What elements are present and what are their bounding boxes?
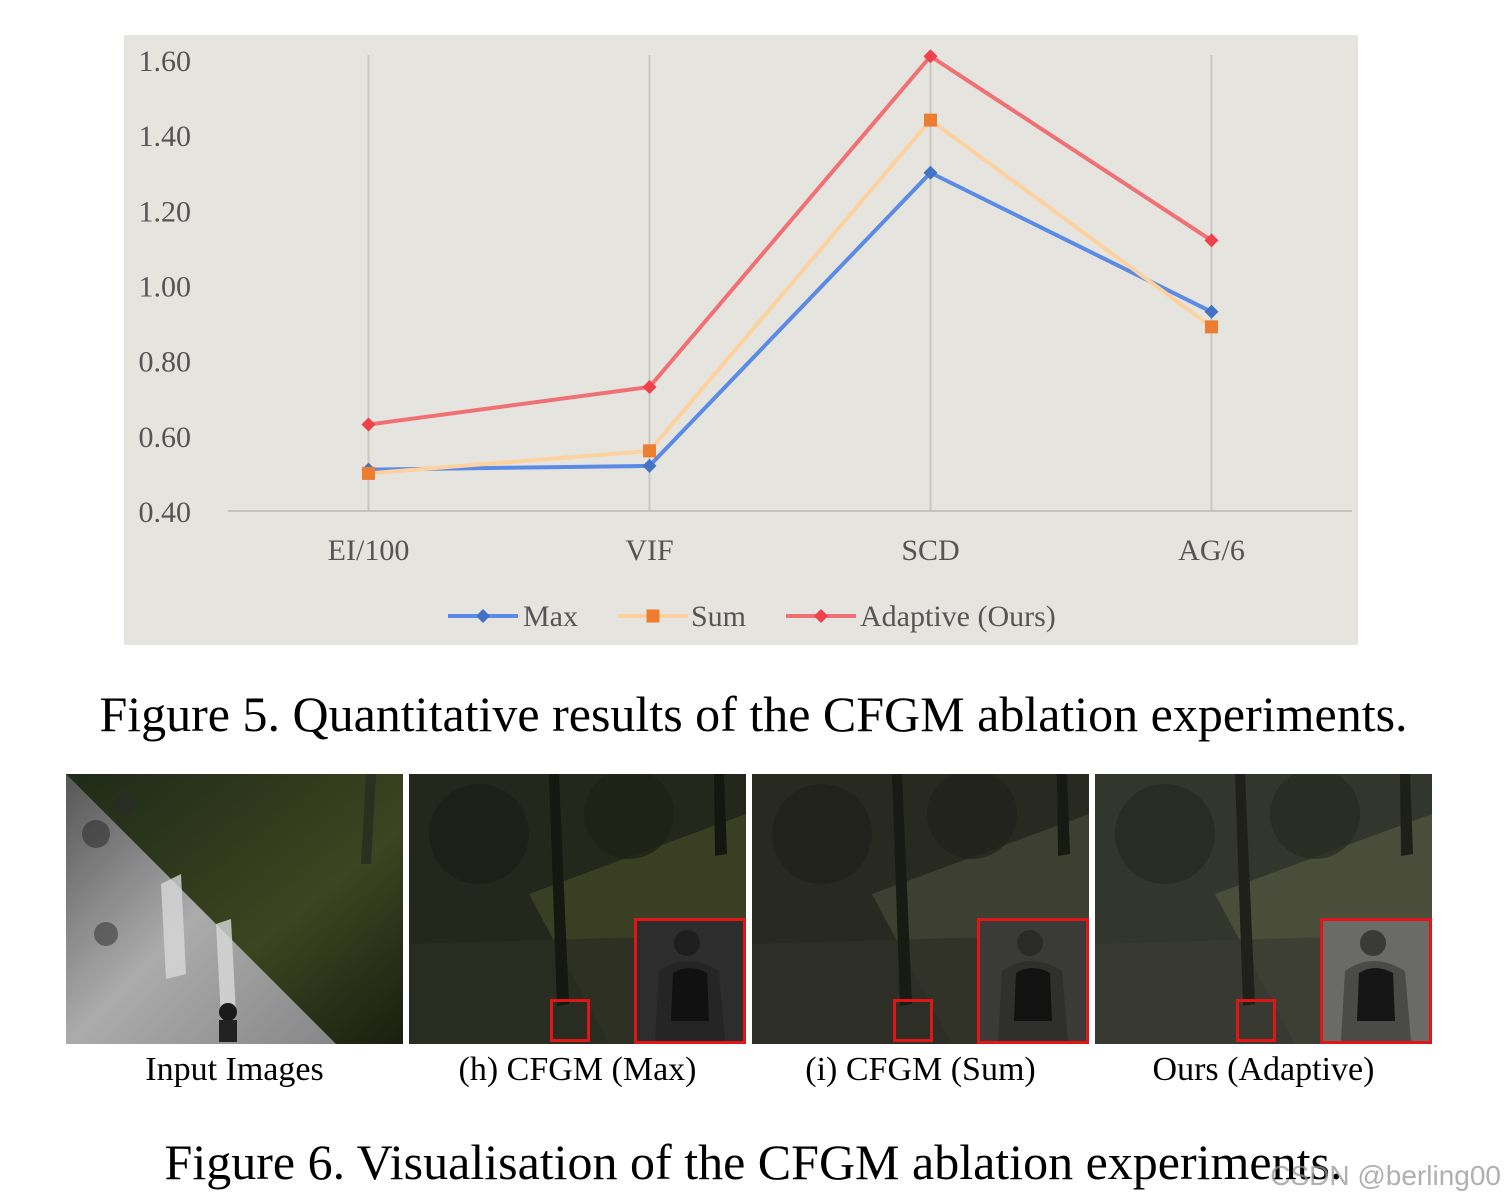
y-tick-label: 1.00: [139, 271, 192, 304]
legend-label-max: Max: [523, 600, 578, 633]
watermark: CSDN @berling00: [1270, 1160, 1501, 1191]
data-point-max: [1204, 304, 1219, 319]
y-tick-label: 0.40: [139, 496, 192, 529]
data-point-adaptive-ours: [642, 379, 657, 394]
person-zoom-picture: [655, 930, 725, 1041]
series-line-max: [368, 170, 1213, 472]
legend-marker-adaptive-ours: [814, 609, 828, 623]
zoom-region-box: [550, 999, 590, 1042]
figure-5-caption: Figure 5. Quantitative results of the CF…: [99, 686, 1408, 742]
data-point-adaptive-ours: [361, 417, 376, 432]
zoom-inset: [634, 918, 746, 1044]
y-tick-label: 1.20: [139, 195, 192, 228]
cfgm-sum-label: (i) CFGM (Sum): [805, 1051, 1036, 1088]
line-chart-panel: 0.40 0.60 0.80 1.00 1.20 1.40 1.60 EI/100 VIF SCD…: [124, 35, 1358, 645]
data-point-sum: [643, 444, 656, 458]
legend-marker-sum: [646, 609, 660, 623]
ours-adaptive-label: Ours (Adaptive): [1152, 1051, 1375, 1088]
zoom-inset: [1320, 918, 1432, 1044]
x-tick-label: EI/100: [328, 534, 410, 567]
figure-6-caption: Figure 6. Visualisation of the CFGM abla…: [164, 1134, 1343, 1190]
zoom-region-box: [893, 999, 933, 1042]
input-images-picture: [66, 774, 403, 1044]
data-point-max: [923, 165, 938, 180]
y-tick-label: 0.60: [139, 421, 192, 454]
line-chart: 0.40 0.60 0.80 1.00 1.20 1.40 1.60 EI/100 VIF SCD…: [139, 45, 1352, 633]
person-zoom-picture: [1341, 930, 1411, 1041]
input-images-panel: [66, 774, 403, 1044]
x-tick-label: AG/6: [1178, 534, 1245, 567]
data-point-adaptive-ours: [923, 49, 938, 64]
y-tick-label: 0.80: [139, 346, 192, 379]
cfgm-max-panel: [409, 774, 746, 1044]
person-zoom-picture: [998, 930, 1068, 1041]
data-point-sum: [362, 466, 375, 480]
series-line-sum: [368, 118, 1213, 476]
x-tick-label: VIF: [625, 534, 673, 567]
data-point-adaptive-ours: [1204, 233, 1219, 248]
ours-adaptive-panel: [1095, 774, 1432, 1044]
y-tick-label: 1.60: [139, 45, 192, 78]
legend-label-adaptive-ours: Adaptive (Ours): [860, 600, 1056, 633]
cfgm-sum-panel: [752, 774, 1089, 1044]
data-point-sum: [1205, 320, 1218, 334]
zoom-inset: [977, 918, 1089, 1044]
cfgm-max-label: (h) CFGM (Max): [458, 1051, 697, 1088]
zoom-region-box: [1236, 999, 1276, 1042]
input-images-label: Input Images: [145, 1051, 324, 1088]
data-point-sum: [924, 113, 937, 127]
data-point-max: [642, 458, 657, 473]
legend-marker-max: [476, 609, 490, 623]
x-tick-label: SCD: [901, 534, 959, 567]
y-tick-label: 1.40: [139, 120, 192, 153]
series-line-adaptive-ours: [368, 54, 1213, 427]
legend-label-sum: Sum: [691, 600, 746, 633]
